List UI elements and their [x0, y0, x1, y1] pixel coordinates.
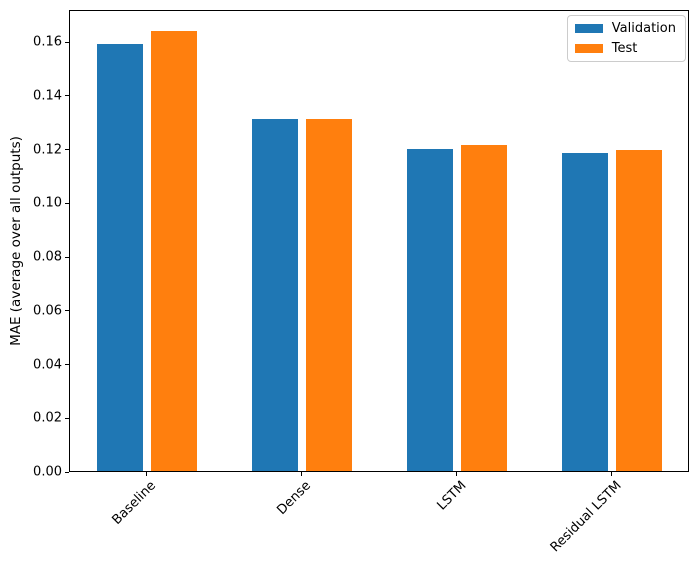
y-tick-label-0.04: 0.04 [33, 357, 62, 373]
bar-test-lstm [460, 144, 507, 471]
y-tick-label-0.08: 0.08 [33, 249, 62, 265]
x-tick-mark [456, 472, 457, 476]
bar-validation-residual-lstm [561, 152, 608, 471]
bar-test-dense [305, 119, 352, 471]
y-tick-label-0.12: 0.12 [33, 142, 62, 158]
x-tick-mark [146, 472, 147, 476]
legend-label-validation: Validation [611, 21, 676, 36]
x-tick-mark [301, 472, 302, 476]
y-tick-label-0.14: 0.14 [33, 88, 62, 104]
bar-test-residual-lstm [615, 150, 662, 471]
legend-item-validation: Validation [574, 21, 676, 36]
x-tick-label-text: LSTM [434, 478, 470, 514]
bar-validation-lstm [406, 148, 453, 471]
bar-validation-dense [251, 119, 298, 471]
bar-validation-baseline [96, 43, 143, 471]
x-tick-label-text: Baseline [109, 478, 160, 528]
x-tick-label-text: Residual LSTM [547, 478, 625, 556]
legend-swatch-test [574, 44, 603, 53]
plot-area [69, 10, 689, 472]
y-tick-label-0.16: 0.16 [33, 34, 62, 50]
y-tick-label-0.00: 0.00 [33, 464, 62, 480]
x-tick-label-text: Dense [274, 478, 315, 518]
y-axis-label: MAE (average over all outputs) [8, 136, 24, 346]
y-tick-label-0.10: 0.10 [33, 195, 62, 211]
legend: Validation Test [566, 15, 686, 62]
legend-item-test: Test [574, 41, 676, 56]
x-tick-mark [611, 472, 612, 476]
legend-swatch-validation [574, 24, 603, 33]
y-tick-label-0.06: 0.06 [33, 303, 62, 319]
y-tick-label-0.02: 0.02 [33, 410, 62, 426]
bar-test-baseline [150, 30, 197, 471]
legend-label-test: Test [611, 41, 638, 56]
